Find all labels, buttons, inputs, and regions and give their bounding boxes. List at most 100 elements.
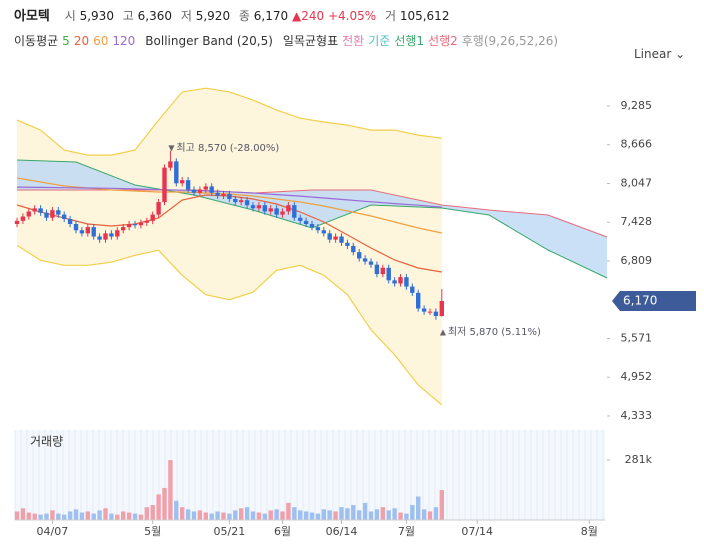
volume-panel xyxy=(15,430,605,520)
volume-bar xyxy=(50,510,55,520)
volume-bar xyxy=(374,509,380,520)
y-tick-label: 4,333 xyxy=(621,409,653,422)
candle-body xyxy=(286,205,291,212)
volume-bar xyxy=(103,508,108,520)
candle-body xyxy=(233,198,238,203)
candle-body xyxy=(215,192,220,196)
volume-bar xyxy=(362,502,368,520)
ichimoku-cloud xyxy=(17,160,608,278)
candle-body xyxy=(256,205,262,209)
volume-bar xyxy=(150,505,155,520)
volume-bar xyxy=(404,513,409,520)
candle-body xyxy=(327,233,332,240)
x-tick-label: 05/21 xyxy=(214,525,246,538)
volume-bar xyxy=(239,508,244,520)
candle-body xyxy=(85,227,91,234)
volume-bar xyxy=(262,513,268,520)
x-tick-label: 04/07 xyxy=(37,525,69,538)
volume-bar xyxy=(38,514,43,520)
candle-body xyxy=(156,202,161,215)
ichimoku-legend-title: 일목균형표 xyxy=(282,34,339,48)
volume-bar xyxy=(221,512,226,520)
candle-body xyxy=(109,233,114,237)
candle-body xyxy=(174,161,179,184)
candle-body xyxy=(309,223,315,228)
y-tick-label: 5,571 xyxy=(621,331,653,344)
volume-label: 거 xyxy=(384,9,396,23)
candle-body xyxy=(315,227,321,231)
candle-body xyxy=(144,220,150,223)
volume-bar xyxy=(215,511,220,520)
volume-bar xyxy=(197,510,203,520)
candle-body xyxy=(368,261,374,265)
up-arrow: ▲ xyxy=(291,9,302,23)
candle-body xyxy=(262,205,268,212)
candle-body xyxy=(185,180,191,190)
candle-body xyxy=(62,214,67,219)
candle-body xyxy=(103,233,108,240)
y-tick-label: 7,428 xyxy=(621,215,653,228)
candle-body xyxy=(180,180,185,184)
volume-bar xyxy=(138,514,144,520)
volume-bar xyxy=(227,513,232,520)
last-price-label: 6,170 xyxy=(623,293,657,307)
volume-title: 거래량 xyxy=(30,435,63,449)
candle-body xyxy=(191,189,197,193)
x-tick-label: 07/14 xyxy=(461,525,493,538)
volume-bar xyxy=(115,514,120,520)
volume-bar xyxy=(20,508,26,520)
last-price-tag xyxy=(612,290,696,311)
volume-bar xyxy=(410,505,415,520)
candle-body xyxy=(351,245,356,253)
x-tick-label: 8월 xyxy=(581,525,598,538)
candle-body xyxy=(398,277,403,284)
volume-bar xyxy=(191,511,197,520)
indicator-legend: 이동평균 5 20 60 120 Bollinger Band (20,5) 일목균형표 전환… xyxy=(14,32,562,49)
candle-body xyxy=(268,208,273,212)
scale-label[interactable]: Linear xyxy=(634,47,672,61)
volume-bar xyxy=(14,511,20,520)
x-tick-label: 7월 xyxy=(398,525,415,538)
volume-value: 105,612 xyxy=(399,9,450,23)
volume-bar xyxy=(392,508,397,520)
candle-body xyxy=(97,236,102,240)
bollinger-fill xyxy=(17,88,442,405)
volume-bar xyxy=(333,511,338,520)
volume-bar xyxy=(268,510,273,520)
candle-body xyxy=(421,308,427,312)
chevron[interactable]: ⌄ xyxy=(675,47,686,61)
ma-legend-entry: 60 xyxy=(93,34,109,48)
ma-legend-entry: 120 xyxy=(112,34,136,48)
candle-body xyxy=(380,267,386,275)
candle-body xyxy=(50,210,55,218)
scale-selector[interactable]: Linear ⌄ xyxy=(634,47,685,61)
volume-bar xyxy=(144,507,150,520)
change: 240 xyxy=(301,9,325,23)
x-tick-label: 06/14 xyxy=(326,525,358,538)
volume-bar xyxy=(439,490,445,520)
candle-body xyxy=(79,230,85,234)
bollinger-upper xyxy=(16,87,442,156)
volume-bar xyxy=(416,496,421,520)
ma-legend-title: 이동평균 xyxy=(14,34,59,48)
volume-bar xyxy=(26,512,32,520)
candle-body xyxy=(244,200,250,206)
volume-bar xyxy=(174,500,179,520)
change-rate: +4.05% xyxy=(327,9,377,23)
volume-bar xyxy=(44,513,49,520)
volume-bar xyxy=(298,510,303,520)
candle-body xyxy=(303,220,309,224)
x-tick-label: 5월 xyxy=(144,525,161,538)
bollinger-lower xyxy=(16,244,443,406)
y-tick-label: 4,952 xyxy=(621,370,653,383)
volume-bar xyxy=(250,511,256,520)
candle-body xyxy=(404,277,409,287)
volume-bar xyxy=(73,509,79,520)
volume-bar xyxy=(351,505,356,520)
y-tick-label: 6,809 xyxy=(621,254,653,267)
volume-bar xyxy=(427,511,433,520)
candle-body xyxy=(345,242,350,246)
close-value: 6,170 xyxy=(253,9,289,23)
y-tick-label: 8,047 xyxy=(621,176,653,189)
